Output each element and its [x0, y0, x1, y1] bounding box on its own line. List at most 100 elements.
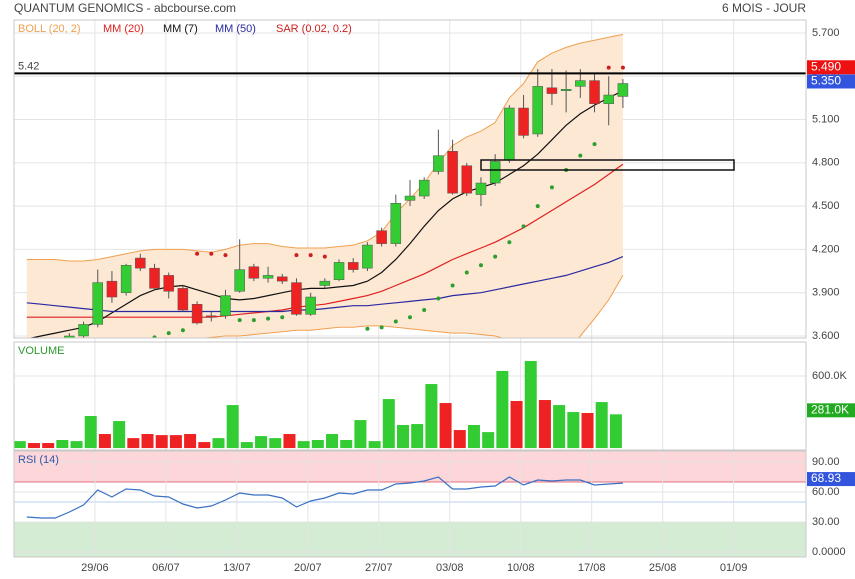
sar-dot: [592, 142, 597, 147]
candle-body: [347, 262, 359, 270]
y-tick-label: 3.600: [812, 330, 840, 342]
x-tick-label: 03/08: [436, 562, 464, 574]
volume-bar: [340, 440, 353, 449]
volume-bar: [553, 405, 566, 449]
x-tick-label: 29/06: [81, 562, 109, 574]
marker-label-box: [807, 60, 855, 75]
x-tick-label: 01/09: [720, 562, 748, 574]
candle-body: [433, 155, 444, 172]
volume-bar: [411, 424, 424, 449]
sar-dot: [478, 263, 483, 268]
sar-dot: [408, 315, 412, 320]
volume-bar: [496, 370, 509, 449]
chart-title: QUANTUM GENOMICS - abcbourse.com: [14, 1, 236, 15]
x-tick-label: 25/08: [649, 562, 677, 574]
y-tick-label: 4.200: [812, 243, 840, 255]
bollinger-lower: [200, 275, 624, 338]
candle-body: [532, 86, 543, 135]
candle-body: [277, 276, 288, 282]
volume-bar: [439, 403, 452, 449]
candle-body: [489, 161, 501, 184]
candle-body: [319, 280, 331, 286]
rsi-title: RSI (14): [18, 454, 59, 466]
x-tick-label: 13/07: [223, 562, 251, 574]
volume-bar: [510, 400, 523, 449]
volume-bar: [27, 443, 40, 449]
sar-dot: [578, 153, 583, 158]
candle-body: [518, 107, 529, 136]
candle-body: [560, 89, 572, 91]
candle-body: [390, 202, 402, 244]
candle-body: [546, 87, 558, 94]
candle-body: [234, 269, 245, 292]
sar-dot: [379, 325, 384, 330]
candle-body: [447, 151, 458, 194]
sar-dot: [521, 224, 526, 229]
volume-bar: [482, 432, 495, 449]
volume-bar: [609, 414, 622, 449]
sar-dot: [464, 270, 469, 275]
volume-bar: [84, 416, 97, 449]
bollinger-upper: [26, 33, 624, 262]
sar-dot: [606, 65, 611, 70]
candle-body: [262, 275, 274, 279]
volume-frame: [13, 341, 807, 451]
volume-bar: [453, 430, 466, 449]
sar-dot: [620, 65, 625, 70]
legend-item: SAR (0.02, 0.2): [276, 23, 352, 35]
sar-dot: [507, 240, 512, 245]
sar-dot: [152, 335, 157, 338]
volume-bar: [354, 420, 367, 449]
candle-body: [191, 303, 203, 324]
candle-body: [418, 179, 430, 197]
x-tick-label: 06/07: [152, 562, 180, 574]
sar-dot: [535, 204, 540, 209]
candle-body: [504, 107, 515, 161]
volume-bar: [155, 435, 168, 449]
y-tick-label: 5.100: [812, 113, 840, 125]
drawn-rectangle: [480, 159, 735, 171]
volume-bar: [127, 438, 140, 449]
volume-bar: [311, 440, 324, 449]
y-tick-label: 0.0000: [812, 546, 846, 558]
y-tick-label: 600.0K: [812, 370, 848, 382]
last-volume-label-box: [807, 403, 855, 418]
x-tick-label: 10/08: [507, 562, 535, 574]
sar-dot: [436, 296, 441, 301]
candle-body: [64, 335, 75, 338]
legend-item: BOLL (20, 2): [18, 23, 81, 35]
volume-bar: [425, 384, 438, 449]
sar-dot: [223, 253, 228, 258]
last-rsi-label-box: [807, 472, 855, 487]
sar-dot: [180, 328, 185, 333]
candle-body: [163, 275, 174, 292]
sar-dot: [166, 331, 171, 336]
candle-body: [362, 244, 373, 269]
bollinger-band: [26, 34, 623, 338]
horizontal-line-label: 5.42: [18, 60, 39, 72]
volume-bar: [567, 412, 580, 449]
sar-dot: [365, 326, 370, 331]
sar-dot: [209, 251, 214, 256]
volume-bar: [382, 399, 395, 449]
y-tick-label: 3.900: [812, 287, 840, 299]
y-tick-label: 60.00: [812, 486, 840, 498]
volume-bar: [42, 443, 55, 449]
x-tick-label: 17/08: [578, 562, 606, 574]
rsi-line: [26, 476, 623, 519]
candle-body: [461, 165, 473, 194]
last-rsi-label: 68.93: [811, 471, 841, 485]
y-tick-label: 4.800: [812, 157, 840, 169]
candle-body: [291, 282, 302, 315]
marker-label: 5.490: [811, 59, 841, 73]
volume-bar: [113, 421, 126, 449]
volume-bar: [255, 436, 268, 449]
candle-body: [149, 267, 160, 289]
candle-body: [333, 262, 345, 280]
sar-dot: [195, 251, 200, 256]
candle-body: [206, 315, 217, 318]
candle-body: [92, 282, 103, 325]
sar-dot: [251, 318, 256, 323]
volume-bar: [283, 434, 296, 449]
